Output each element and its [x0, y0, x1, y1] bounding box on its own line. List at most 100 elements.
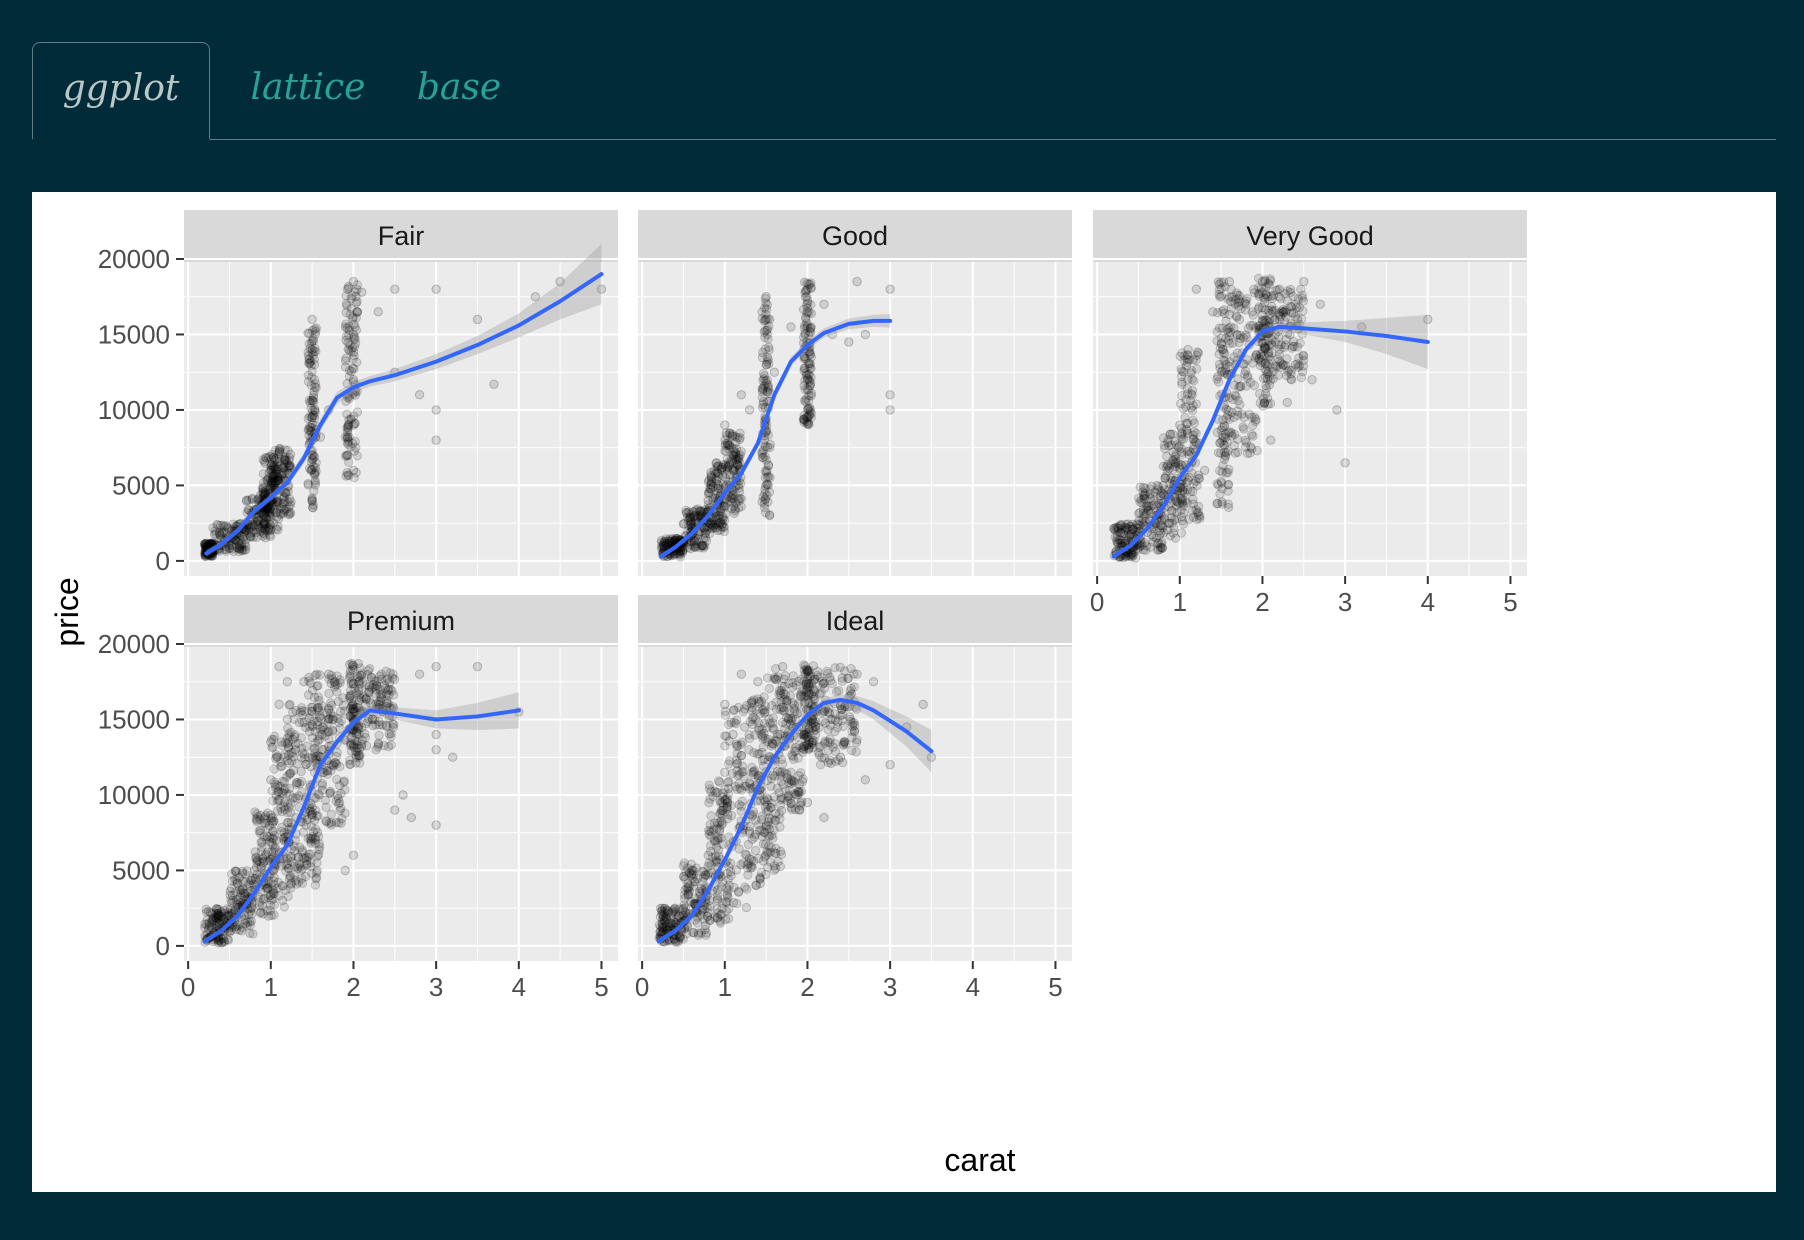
data-point	[259, 508, 269, 519]
data-point	[299, 677, 309, 687]
data-point	[342, 284, 353, 294]
data-point	[281, 504, 291, 514]
data-point	[851, 747, 861, 757]
data-point	[251, 527, 261, 538]
data-point	[254, 516, 264, 526]
data-point	[265, 510, 275, 520]
data-point	[261, 453, 272, 463]
data-point	[273, 472, 283, 482]
data-point	[712, 890, 723, 901]
data-point	[256, 837, 266, 847]
data-point	[266, 465, 277, 475]
data-point	[823, 725, 833, 735]
data-point	[1230, 448, 1241, 458]
data-point	[201, 541, 212, 552]
data-point	[390, 284, 400, 294]
x-tick-label: 1	[264, 972, 278, 1002]
data-point	[1268, 374, 1278, 384]
facet-panel: Good	[638, 210, 1072, 576]
data-point	[837, 715, 847, 726]
data-point	[309, 336, 319, 346]
data-point	[732, 898, 742, 909]
data-point	[788, 698, 798, 708]
data-point	[262, 502, 272, 513]
data-point	[348, 664, 358, 675]
data-point	[285, 460, 295, 471]
data-point	[1183, 344, 1193, 355]
data-point	[741, 902, 752, 913]
data-point	[778, 794, 788, 804]
data-point	[1189, 434, 1199, 444]
data-point	[265, 484, 275, 494]
data-point	[431, 820, 441, 830]
data-point	[209, 529, 220, 539]
data-point	[297, 705, 307, 716]
data-point	[267, 478, 277, 488]
data-point	[277, 468, 287, 479]
data-point	[767, 700, 777, 711]
data-point	[277, 463, 288, 473]
data-point	[734, 778, 744, 789]
data-point	[221, 544, 232, 554]
data-point	[205, 539, 215, 549]
data-point	[218, 520, 228, 531]
data-point	[285, 508, 296, 518]
data-point	[1282, 397, 1292, 408]
data-point	[264, 511, 274, 521]
data-point	[272, 464, 283, 474]
data-point	[231, 924, 242, 935]
data-point	[1158, 480, 1168, 491]
data-point	[266, 525, 276, 535]
data-point	[1216, 425, 1226, 435]
data-point	[275, 508, 286, 518]
data-point	[279, 455, 290, 465]
data-point	[819, 812, 829, 823]
data-point	[1165, 429, 1176, 439]
data-point	[248, 929, 258, 939]
data-point	[720, 731, 730, 741]
data-point	[252, 514, 262, 524]
data-point	[248, 527, 258, 537]
data-point	[295, 862, 306, 872]
data-point	[258, 531, 268, 541]
data-point	[765, 718, 775, 728]
data-point	[263, 808, 273, 818]
data-point	[216, 520, 226, 530]
data-point	[274, 453, 285, 463]
tab-lattice[interactable]: lattice	[250, 67, 366, 108]
data-point	[764, 510, 775, 521]
data-point	[267, 449, 277, 460]
data-point	[386, 740, 396, 750]
data-point	[825, 738, 835, 748]
data-point	[706, 472, 716, 482]
data-point	[726, 871, 736, 881]
data-point	[239, 531, 250, 541]
data-point	[266, 475, 276, 485]
data-point	[341, 353, 351, 363]
data-point	[764, 342, 774, 352]
data-point	[261, 519, 271, 529]
data-point	[1274, 292, 1284, 302]
data-point	[1146, 481, 1157, 491]
data-point	[237, 545, 247, 556]
data-point	[231, 866, 242, 877]
data-point	[229, 546, 239, 557]
data-point	[266, 508, 276, 518]
tab-ggplot[interactable]: ggplot	[32, 42, 210, 140]
data-point	[241, 541, 251, 551]
data-point	[266, 531, 276, 542]
data-point	[746, 698, 756, 709]
tab-base[interactable]: base	[416, 67, 502, 108]
data-point	[268, 847, 279, 857]
data-point	[1163, 461, 1173, 471]
data-point	[282, 714, 293, 725]
data-point	[830, 663, 840, 673]
data-point	[1157, 537, 1167, 547]
data-point	[267, 472, 278, 482]
data-point	[306, 862, 316, 872]
data-point	[1231, 391, 1241, 402]
data-point	[729, 705, 739, 715]
data-point	[1245, 321, 1256, 331]
data-point	[279, 506, 290, 516]
data-point	[273, 475, 283, 486]
